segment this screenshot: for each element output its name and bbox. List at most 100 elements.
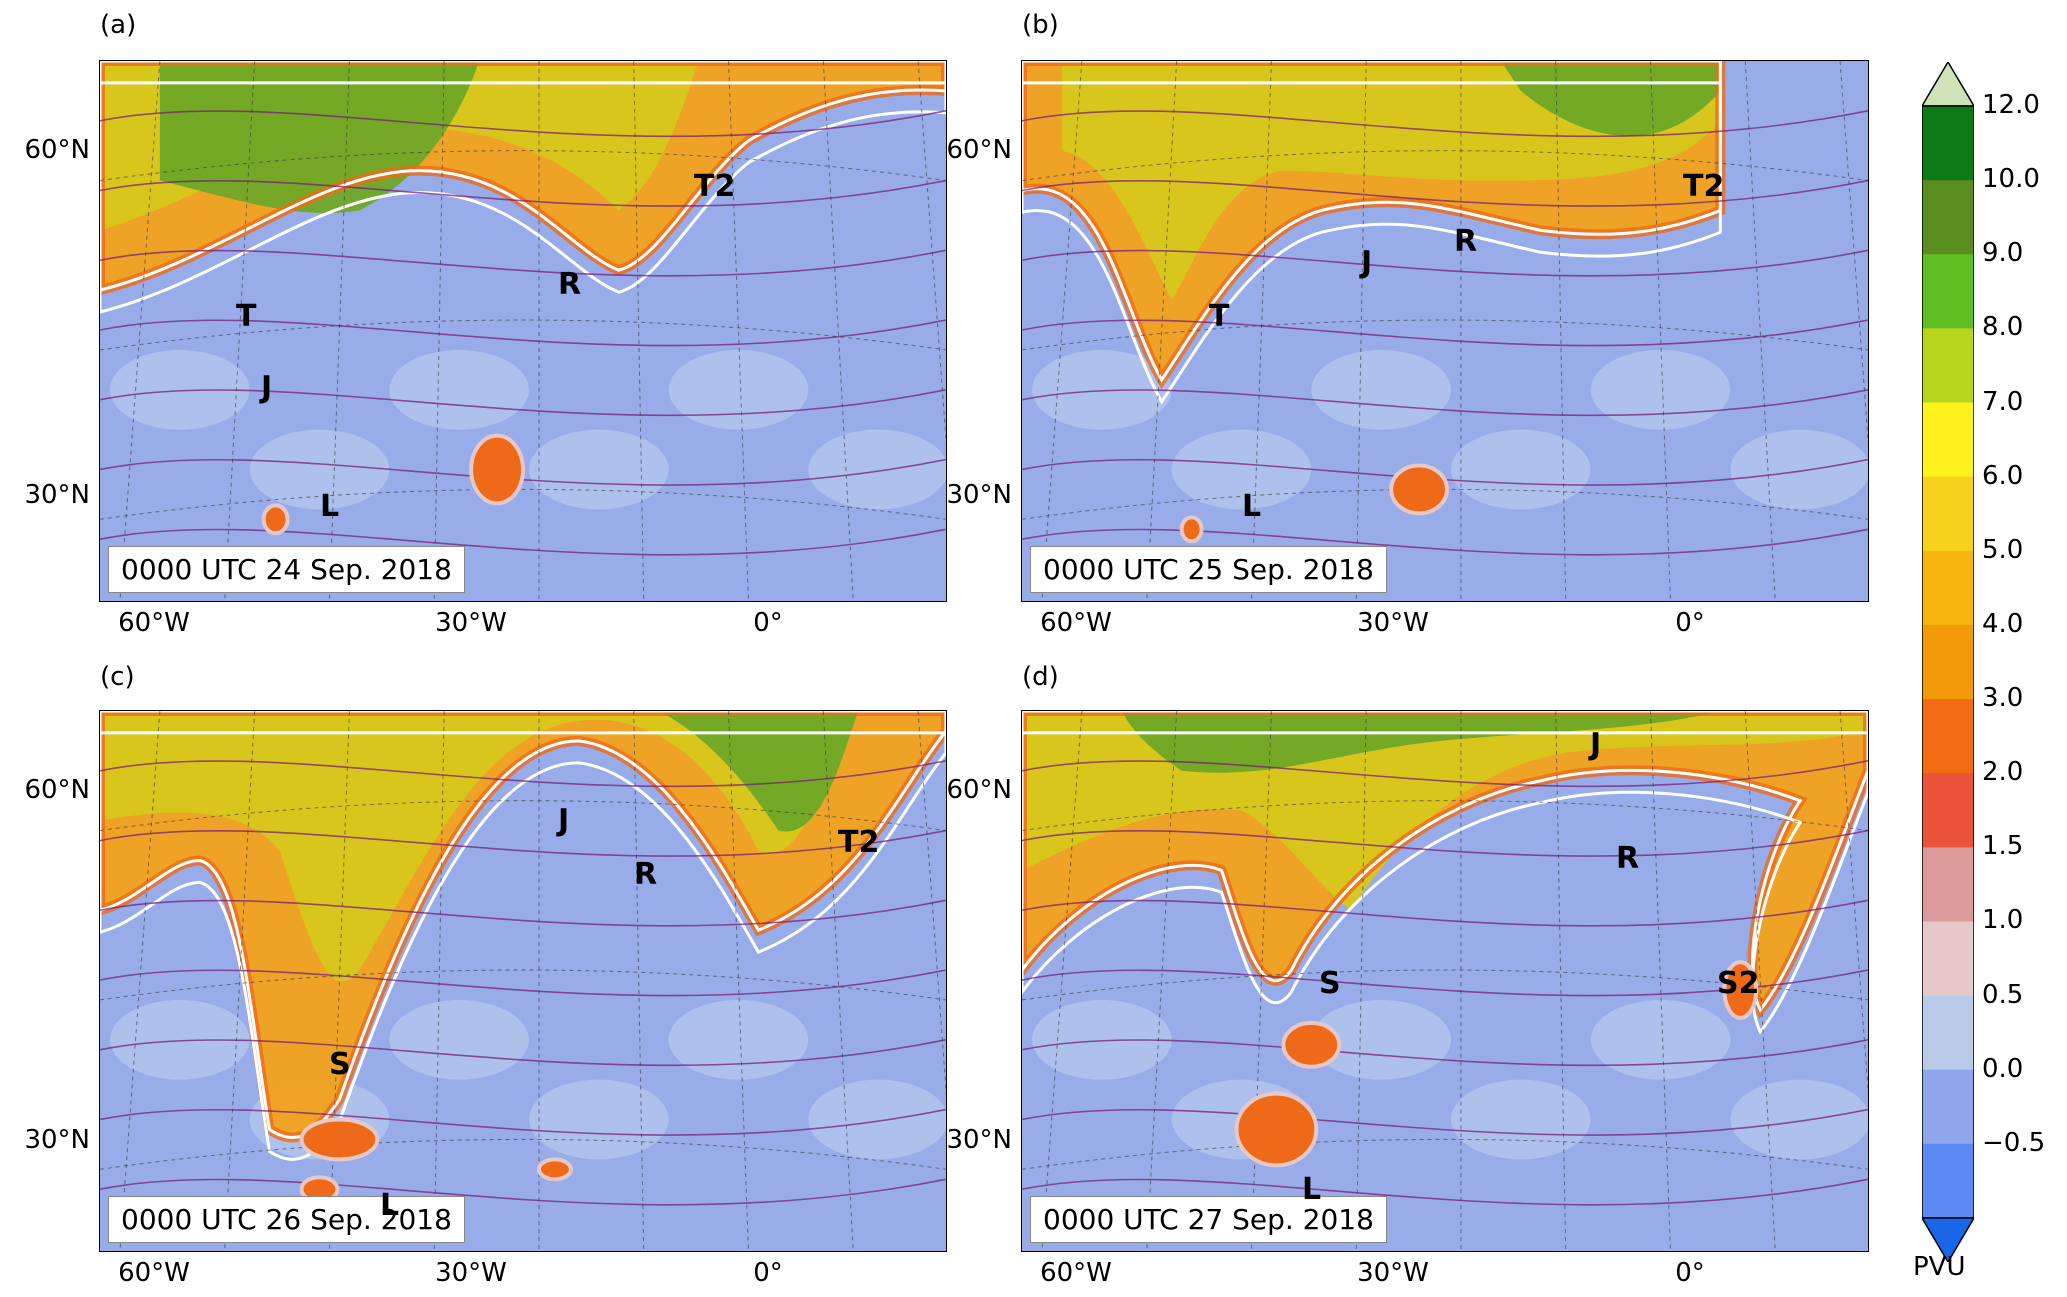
pv-anomaly [261, 503, 290, 536]
parallel-line [1022, 800, 1868, 832]
colorbar-tick-label: 4.0 [1982, 609, 2024, 639]
lon-label-60w: 60°W [118, 1258, 190, 1288]
colorbar-segment [1922, 995, 1974, 1071]
panel-letter-d: (d) [1022, 662, 1059, 692]
pv-anomaly [1179, 515, 1204, 544]
pv-anomaly [1234, 1091, 1319, 1168]
meridian-line [1355, 61, 1367, 601]
lon-label-30w: 30°W [1357, 608, 1429, 638]
map-panel-d: 0000 UTC 27 Sep. 2018 J R S S2 L [1021, 710, 1869, 1252]
feature-label: R [634, 857, 658, 892]
colorbar-segment [1922, 476, 1974, 552]
meridian-line [1355, 711, 1367, 1251]
feature-label: T [236, 299, 257, 334]
lat-label-30n: 30°N [946, 480, 1012, 510]
isobar-line [1022, 179, 1868, 207]
meridian-line [1744, 711, 1776, 1251]
meridian-line [1650, 711, 1671, 1251]
pv-patch [1590, 349, 1731, 430]
parallel-line [100, 969, 946, 1001]
pv-contour-line [100, 731, 946, 1161]
colorbar-segment [1922, 773, 1974, 848]
lon-label-60w: 60°W [118, 608, 190, 638]
meridian-line [1744, 61, 1776, 601]
pv-patch [1031, 349, 1172, 430]
pv-band [1061, 61, 1721, 301]
lon-label-0: 0° [753, 608, 783, 638]
colorbar-tick-label: 3.0 [1982, 683, 2024, 713]
feature-label: T2 [838, 825, 880, 860]
isobar-line [1022, 458, 1868, 486]
lon-label-0: 0° [1675, 608, 1705, 638]
feature-label: J [261, 370, 273, 405]
date-label: 0000 UTC 26 Sep. 2018 [108, 1196, 465, 1243]
date-label: 0000 UTC 25 Sep. 2018 [1030, 546, 1387, 593]
colorbar-under-triangle [1922, 1217, 1974, 1262]
colorbar-segment [1922, 180, 1974, 255]
panel-letter-a: (a) [100, 10, 137, 40]
meridian-line [1146, 61, 1178, 601]
colorbar-tick-label: 8.0 [1982, 312, 2024, 342]
lat-label-30n: 30°N [24, 480, 90, 510]
lon-label-0: 0° [1675, 1258, 1705, 1288]
meridian-line [1555, 61, 1567, 601]
pv-patch [389, 349, 529, 430]
colorbar-segment [1922, 624, 1974, 700]
pv-anomaly [1389, 463, 1449, 516]
feature-label: R [1616, 841, 1640, 876]
parallel-line [100, 1138, 946, 1170]
pv-map-field [100, 61, 946, 601]
meridian-line [1250, 61, 1272, 601]
pv-patch [1730, 1079, 1868, 1160]
colorbar-segment [1922, 328, 1974, 404]
pv-patch [1311, 349, 1451, 430]
feature-label: T2 [694, 169, 736, 204]
lat-label-30n: 30°N [946, 1125, 1012, 1155]
feature-label: T [1209, 299, 1230, 334]
meridian-line [728, 61, 749, 601]
pv-anomaly [536, 1157, 573, 1182]
isobar-line [1022, 899, 1868, 927]
isobar-line [100, 969, 946, 997]
colorbar-unit: PVU [1913, 1252, 1966, 1282]
meridian-line [822, 61, 854, 601]
meridian-line [224, 61, 256, 601]
isobar-line [1022, 760, 1868, 788]
isobar-line [100, 249, 946, 277]
lon-label-60w: 60°W [1040, 608, 1112, 638]
pv-patch [1450, 1079, 1591, 1160]
lon-label-30w: 30°W [1357, 1258, 1429, 1288]
pv-contour-line [1022, 81, 1722, 405]
pv-contour-line [1022, 61, 1722, 383]
meridian-line [917, 711, 946, 1096]
colorbar-tick-label: 5.0 [1982, 535, 2024, 565]
isobar-line [1022, 110, 1868, 138]
pv-contour-line [1022, 711, 1868, 1013]
meridian-line [224, 711, 256, 1251]
isobar-line [100, 1039, 946, 1067]
parallel-line [100, 488, 946, 520]
colorbar-tick-label: 7.0 [1982, 387, 2024, 417]
meridian-line [1041, 711, 1083, 1251]
pv-patch [1171, 429, 1312, 510]
lat-label-30n: 30°N [24, 1125, 90, 1155]
meridian-line [433, 61, 445, 601]
isobar-line [100, 899, 946, 927]
lat-label-60n: 60°N [24, 775, 90, 805]
lon-label-0: 0° [753, 1258, 783, 1288]
pv-band [100, 711, 946, 982]
map-panel-c: 0000 UTC 26 Sep. 2018 J R T2 S L [99, 710, 947, 1252]
colorbar-segment [1922, 550, 1974, 626]
panel-letter-b: (b) [1022, 10, 1059, 40]
meridian-line [328, 61, 350, 601]
pv-patch [668, 999, 809, 1080]
pv-contour-line [100, 61, 946, 292]
meridian-line [728, 711, 749, 1251]
pv-anomaly [299, 1117, 380, 1162]
meridian-line [1146, 711, 1178, 1251]
meridian-line [822, 711, 854, 1251]
isobar-line [100, 1108, 946, 1136]
pv-anomaly [1722, 960, 1759, 1020]
colorbar [1922, 62, 1974, 1262]
isobar-line [100, 110, 946, 138]
